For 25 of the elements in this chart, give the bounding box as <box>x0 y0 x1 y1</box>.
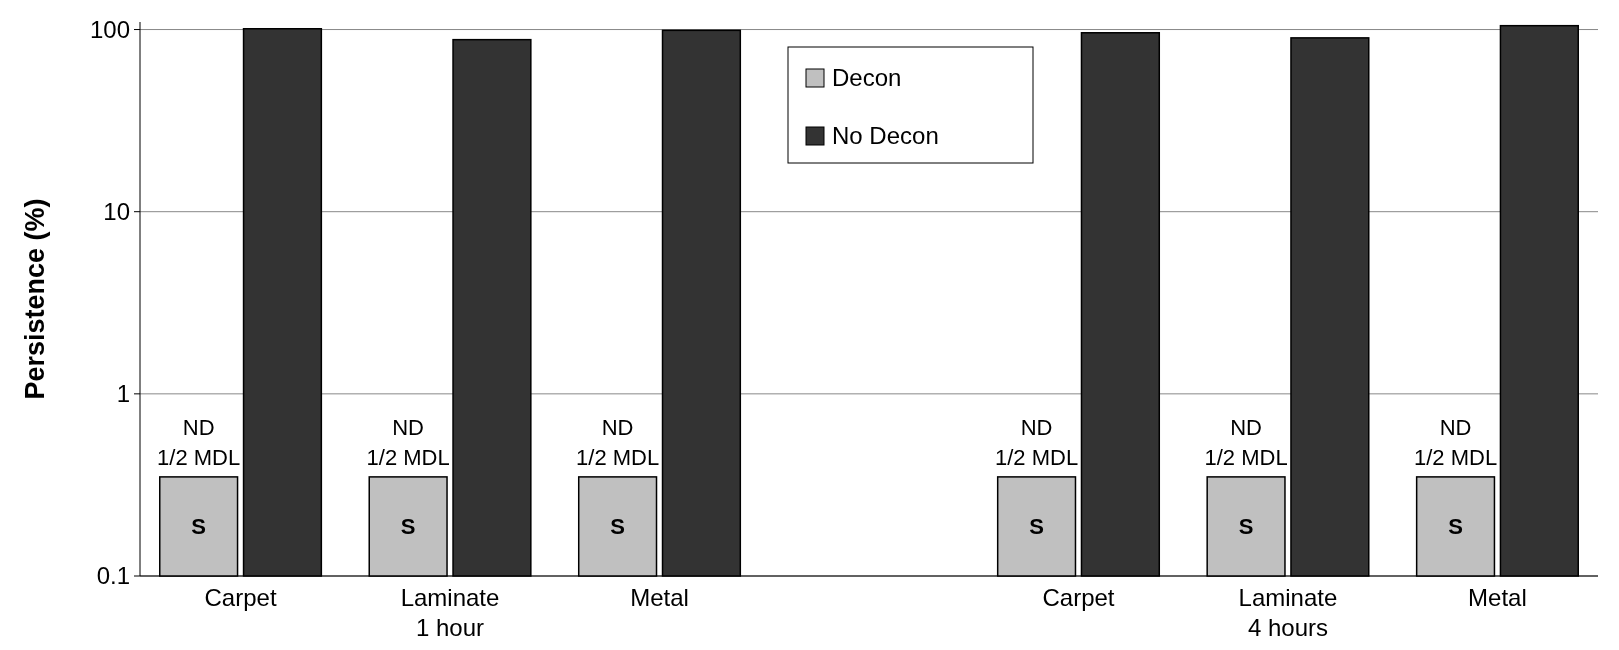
annotation: ND 1/2 MDL <box>1413 414 1498 470</box>
data-label: S <box>1029 514 1044 540</box>
data-label: S <box>1448 514 1463 540</box>
data-label: S <box>1238 514 1254 540</box>
x-tick-label: Laminate 1 hour <box>400 584 500 641</box>
legend-label: No Decon <box>832 122 939 150</box>
y-axis-title: Persistence (%) <box>20 198 50 400</box>
annotation: ND 1/2 MDL <box>995 414 1079 470</box>
legend-label: Decon <box>832 64 902 92</box>
annotation: ND 1/2 MDL <box>1204 414 1288 470</box>
annotation: ND 1/2 MDL <box>576 414 660 470</box>
x-tick-label: Carpet <box>204 584 277 611</box>
y-tick-label: 10 <box>103 198 130 226</box>
x-tick-label: Laminate 4 hours <box>1238 584 1338 641</box>
x-tick-label: Carpet <box>1042 584 1115 611</box>
data-label: S <box>400 514 416 540</box>
y-tick-label: 0.1 <box>96 562 130 590</box>
annotation: ND 1/2 MDL <box>157 414 241 470</box>
y-tick-label: 100 <box>89 15 130 43</box>
x-tick-label: Metal <box>630 584 689 611</box>
data-label: S <box>191 514 206 540</box>
y-tick-label: 1 <box>116 380 130 408</box>
x-tick-label: Metal <box>1468 584 1527 611</box>
annotation: ND 1/2 MDL <box>366 414 450 470</box>
data-label: S <box>610 514 625 540</box>
